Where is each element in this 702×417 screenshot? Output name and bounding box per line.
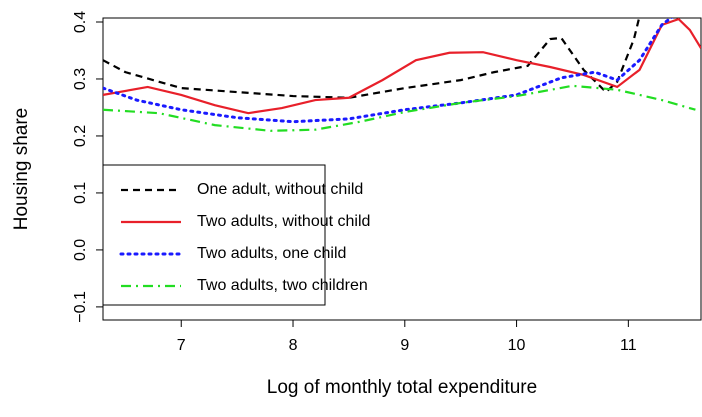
series-line <box>103 18 674 124</box>
legend-label: One adult, without child <box>197 181 363 198</box>
x-tick-label: 10 <box>508 337 526 354</box>
y-tick-label: 0.0 <box>72 239 89 261</box>
legend-box <box>102 164 326 306</box>
legend-label: Two adults, without child <box>197 213 370 230</box>
lines <box>103 18 701 132</box>
legend-label: Two adults, two children <box>197 277 368 294</box>
series-line <box>103 18 701 115</box>
x-tick-label: 8 <box>289 337 298 354</box>
series-line <box>103 18 641 99</box>
y-tick-label: 0.2 <box>72 125 89 147</box>
legend-label: Two adults, one child <box>197 245 346 262</box>
x-axis-label: Log of monthly total expenditure <box>267 377 537 398</box>
y-tick-label: 0.1 <box>72 182 89 204</box>
x-tick-label: 7 <box>177 337 186 354</box>
x-tick-label: 11 <box>620 337 637 354</box>
y-tick-label: 0.3 <box>72 68 89 90</box>
y-tick-label: 0.4 <box>72 11 89 33</box>
x-tick-label: 9 <box>400 337 409 354</box>
y-tick-label: −0.1 <box>72 291 89 323</box>
series-line <box>103 84 696 132</box>
y-axis-label: Housing share <box>11 108 32 231</box>
